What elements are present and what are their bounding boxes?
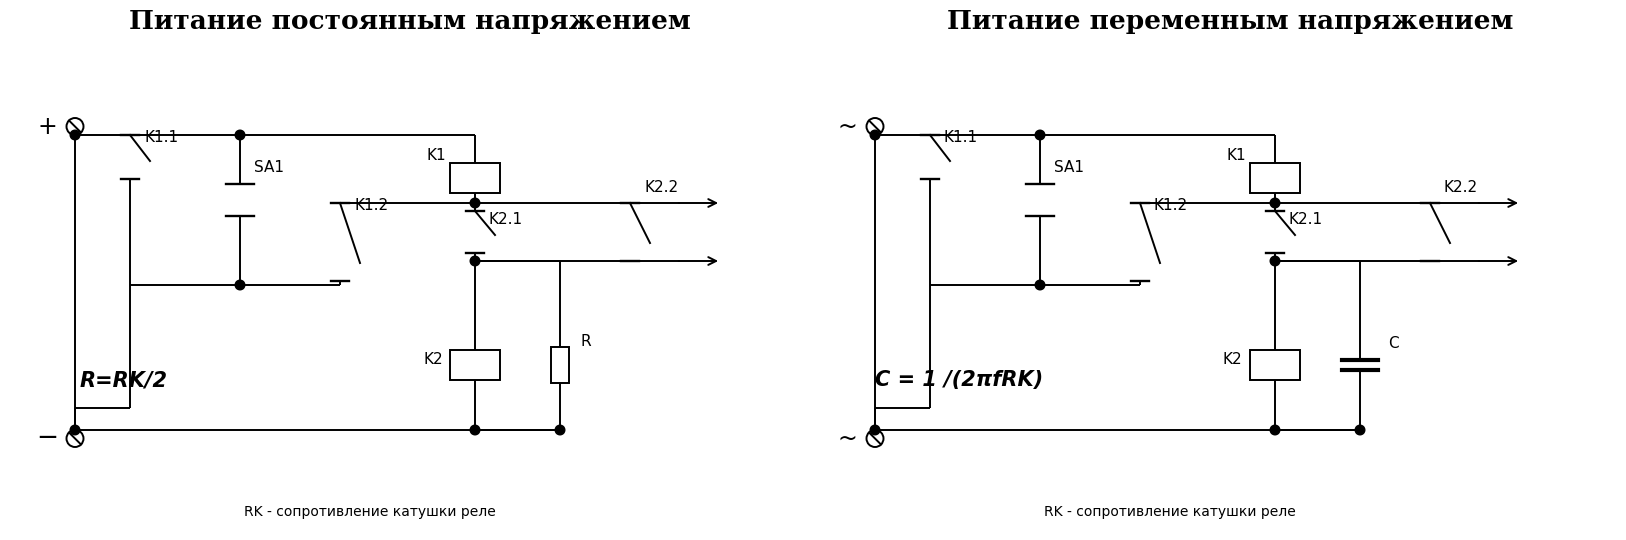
Text: K2.1: K2.1: [489, 212, 524, 226]
Text: K1.1: K1.1: [945, 130, 979, 145]
Text: K1.1: K1.1: [145, 130, 179, 145]
Text: SA1: SA1: [254, 160, 285, 176]
Text: RK - сопротивление катушки реле: RK - сопротивление катушки реле: [1044, 505, 1296, 519]
Text: RK - сопротивление катушки реле: RK - сопротивление катушки реле: [244, 505, 496, 519]
Circle shape: [470, 256, 480, 266]
Text: Питание постоянным напряжением: Питание постоянным напряжением: [128, 10, 691, 35]
Circle shape: [470, 198, 480, 208]
Circle shape: [1036, 280, 1046, 290]
Text: C: C: [1389, 335, 1398, 350]
Text: SA1: SA1: [1054, 160, 1085, 176]
Circle shape: [1270, 198, 1280, 208]
Text: −: −: [36, 426, 59, 451]
Bar: [1250, 163, 1301, 193]
Text: K2: K2: [423, 353, 442, 368]
Circle shape: [470, 425, 480, 435]
Text: K1: K1: [1228, 148, 1247, 164]
Text: ~: ~: [837, 114, 857, 138]
Text: K1.2: K1.2: [1154, 198, 1189, 213]
Circle shape: [1270, 425, 1280, 435]
Circle shape: [1354, 425, 1364, 435]
Text: Питание переменным напряжением: Питание переменным напряжением: [946, 10, 1514, 35]
Text: R=RK/2: R=RK/2: [80, 370, 167, 390]
Bar: [450, 350, 501, 380]
Text: K1.2: K1.2: [354, 198, 389, 213]
Text: K2.2: K2.2: [1444, 180, 1478, 195]
Bar: [551, 347, 569, 383]
Circle shape: [70, 425, 80, 435]
Circle shape: [870, 425, 880, 435]
Bar: [450, 163, 501, 193]
Text: K2.2: K2.2: [644, 180, 678, 195]
Text: K1: K1: [428, 148, 447, 164]
Text: C = 1 /(2πfRK): C = 1 /(2πfRK): [875, 370, 1044, 390]
Text: K2.1: K2.1: [1289, 212, 1324, 226]
Circle shape: [236, 280, 246, 290]
Circle shape: [554, 425, 564, 435]
Bar: [1250, 350, 1301, 380]
Text: R: R: [580, 334, 590, 348]
Text: K2: K2: [1223, 353, 1242, 368]
Circle shape: [70, 130, 80, 140]
Text: ~: ~: [837, 427, 857, 450]
Circle shape: [236, 130, 246, 140]
Circle shape: [1270, 256, 1280, 266]
Circle shape: [1036, 130, 1046, 140]
Text: +: +: [37, 114, 57, 138]
Circle shape: [870, 130, 880, 140]
